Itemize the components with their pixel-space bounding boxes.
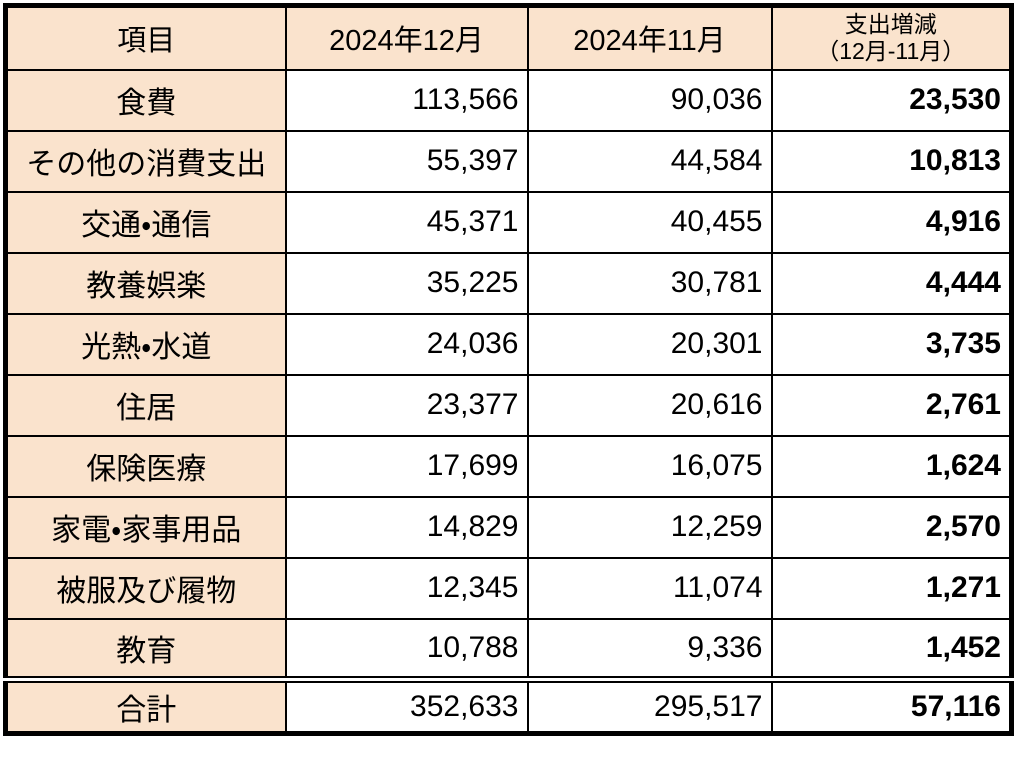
total-dec-value-cell: 352,633 — [284, 676, 529, 735]
total-label-cell: 合計 — [4, 676, 287, 735]
header-row: 項目 2024年12月 2024年11月 支出増減 （12月-11月） — [4, 4, 1013, 71]
total-row: 合計 352,633 295,517 57,116 — [4, 676, 1013, 735]
nov-value-cell: 16,075 — [526, 434, 773, 498]
nov-value-cell: 44,584 — [526, 129, 773, 193]
diff-value-cell: 1,452 — [770, 617, 1013, 681]
item-cell: 食費 — [4, 68, 287, 132]
dec-value-cell: 35,225 — [284, 251, 529, 315]
item-cell: 教養娯楽 — [4, 251, 287, 315]
diff-value-cell: 1,271 — [770, 556, 1013, 620]
table-row: その他の消費支出 55,397 44,584 10,813 — [4, 129, 1013, 193]
table-row: 被服及び履物 12,345 11,074 1,271 — [4, 556, 1013, 620]
table-row: 教育 10,788 9,336 1,452 — [4, 617, 1013, 681]
dec-value-cell: 14,829 — [284, 495, 529, 559]
table-row: 保険医療 17,699 16,075 1,624 — [4, 434, 1013, 498]
item-cell: 教育 — [4, 617, 287, 681]
dec-value-cell: 12,345 — [284, 556, 529, 620]
table-row: 交通・通信 45,371 40,455 4,916 — [4, 190, 1013, 254]
item-cell: その他の消費支出 — [4, 129, 287, 193]
expense-comparison-table: 項目 2024年12月 2024年11月 支出増減 （12月-11月） 食費 1… — [3, 3, 1014, 736]
diff-value-cell: 2,570 — [770, 495, 1013, 559]
item-cell: 光熱・水道 — [4, 312, 287, 376]
item-cell: 家電・家事用品 — [4, 495, 287, 559]
diff-value-cell: 23,530 — [770, 68, 1013, 132]
total-nov-value-cell: 295,517 — [526, 676, 773, 735]
table-row: 家電・家事用品 14,829 12,259 2,570 — [4, 495, 1013, 559]
diff-value-cell: 3,735 — [770, 312, 1013, 376]
col-header-november: 2024年11月 — [526, 4, 773, 71]
nov-value-cell: 12,259 — [526, 495, 773, 559]
col-header-difference-line2: （12月-11月） — [816, 38, 966, 65]
dec-value-cell: 55,397 — [284, 129, 529, 193]
dec-value-cell: 113,566 — [284, 68, 529, 132]
nov-value-cell: 20,616 — [526, 373, 773, 437]
table-row: 住居 23,377 20,616 2,761 — [4, 373, 1013, 437]
item-cell: 被服及び履物 — [4, 556, 287, 620]
item-cell: 保険医療 — [4, 434, 287, 498]
diff-value-cell: 2,761 — [770, 373, 1013, 437]
table-row: 教養娯楽 35,225 30,781 4,444 — [4, 251, 1013, 315]
total-diff-value-cell: 57,116 — [770, 676, 1013, 735]
item-cell: 交通・通信 — [4, 190, 287, 254]
item-cell: 住居 — [4, 373, 287, 437]
nov-value-cell: 9,336 — [526, 617, 773, 681]
dec-value-cell: 23,377 — [284, 373, 529, 437]
col-header-item: 項目 — [4, 4, 287, 71]
nov-value-cell: 30,781 — [526, 251, 773, 315]
table-row: 食費 113,566 90,036 23,530 — [4, 68, 1013, 132]
col-header-difference: 支出増減 （12月-11月） — [770, 4, 1013, 71]
nov-value-cell: 11,074 — [526, 556, 773, 620]
diff-value-cell: 1,624 — [770, 434, 1013, 498]
diff-value-cell: 4,444 — [770, 251, 1013, 315]
dec-value-cell: 45,371 — [284, 190, 529, 254]
diff-value-cell: 4,916 — [770, 190, 1013, 254]
nov-value-cell: 40,455 — [526, 190, 773, 254]
nov-value-cell: 20,301 — [526, 312, 773, 376]
table-row: 光熱・水道 24,036 20,301 3,735 — [4, 312, 1013, 376]
nov-value-cell: 90,036 — [526, 68, 773, 132]
dec-value-cell: 10,788 — [284, 617, 529, 681]
col-header-difference-line1: 支出増減 — [844, 11, 937, 38]
diff-value-cell: 10,813 — [770, 129, 1013, 193]
col-header-december: 2024年12月 — [284, 4, 529, 71]
dec-value-cell: 24,036 — [284, 312, 529, 376]
dec-value-cell: 17,699 — [284, 434, 529, 498]
